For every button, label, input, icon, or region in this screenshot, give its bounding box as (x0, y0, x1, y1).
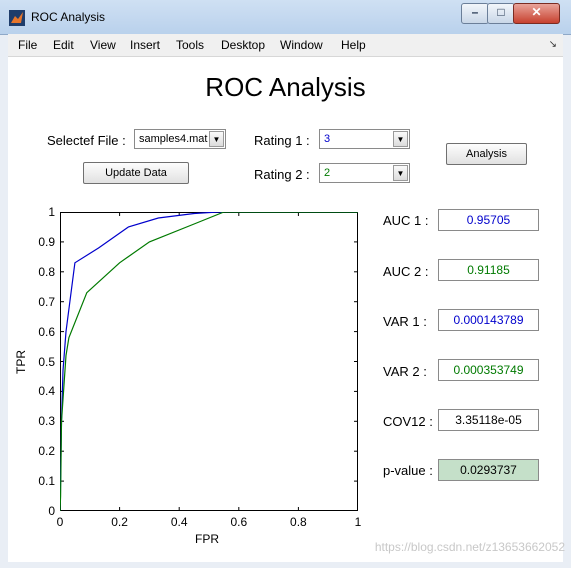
x-tick-label: 0.4 (170, 515, 188, 529)
menu-window[interactable]: Window (280, 38, 323, 52)
y-tick-label: 0.3 (38, 414, 55, 429)
auc2-value: 0.91185 (438, 259, 539, 281)
minimize-icon: – (471, 5, 479, 19)
x-tick-label: 0.6 (230, 515, 248, 529)
window-title: ROC Analysis (31, 10, 106, 24)
menu-view[interactable]: View (90, 38, 116, 52)
cov12-value: 3.35118e-05 (438, 409, 539, 431)
matlab-icon (9, 10, 25, 26)
menu-tools[interactable]: Tools (176, 38, 205, 52)
roc-chart (60, 212, 358, 511)
cov12-label: COV12 : (383, 414, 433, 429)
y-tick-label: 0.4 (38, 384, 55, 399)
x-axis-label: FPR (195, 532, 219, 546)
y-axis-label: TPR (14, 350, 28, 374)
menu-help[interactable]: Help (341, 38, 366, 52)
y-tick-label: 0 (48, 504, 55, 518)
y-tick-label: 0.5 (38, 354, 55, 369)
x-tick-label: 0 (56, 515, 64, 529)
plot-frame (60, 212, 358, 511)
page-title: ROC Analysis (205, 72, 366, 102)
title-bar[interactable]: ROC Analysis – □ ✕ (0, 0, 571, 35)
dock-arrow-icon[interactable]: ↘ (548, 39, 557, 50)
file-select[interactable]: samples4.mat ▼ (134, 129, 226, 149)
y-tick-label: 1 (48, 205, 55, 219)
minimize-button[interactable]: – (461, 3, 489, 24)
chevron-down-icon: ▼ (393, 165, 408, 181)
rating2-select[interactable]: 2 ▼ (319, 163, 410, 183)
maximize-button[interactable]: □ (487, 3, 515, 24)
menu-desktop[interactable]: Desktop (221, 38, 266, 52)
roc-curve-2 (60, 212, 358, 511)
rating1-select[interactable]: 3 ▼ (319, 129, 410, 149)
close-icon: ✕ (531, 5, 542, 19)
watermark: https://blog.csdn.net/z13653662052 (374, 540, 565, 554)
x-tick-label: 0.2 (111, 515, 128, 529)
rating1-label: Rating 1 : (254, 133, 310, 148)
chevron-down-icon: ▼ (393, 131, 408, 147)
menu-edit[interactable]: Edit (53, 38, 74, 52)
y-tick-label: 0.1 (38, 474, 55, 489)
chevron-down-icon: ▼ (209, 131, 224, 147)
auc2-label: AUC 2 : (383, 264, 429, 279)
var2-label: VAR 2 : (383, 364, 427, 379)
rating2-label: Rating 2 : (254, 167, 310, 182)
y-tick-label: 0.9 (38, 234, 55, 249)
analysis-button[interactable]: Analysis (446, 143, 527, 165)
var1-label: VAR 1 : (383, 314, 427, 329)
rating2-value: 2 (324, 167, 331, 179)
y-tick-label: 0.6 (38, 324, 55, 339)
menu-insert[interactable]: Insert (130, 38, 161, 52)
roc-curve-1 (60, 212, 358, 511)
rating1-value: 3 (324, 133, 331, 145)
auc1-value: 0.95705 (438, 209, 539, 231)
y-tick-label: 0.8 (38, 264, 55, 279)
y-tick-label: 0.7 (38, 294, 55, 309)
file-select-value: samples4.mat (139, 133, 208, 145)
update-data-button[interactable]: Update Data (83, 162, 189, 184)
var2-value: 0.000353749 (438, 359, 539, 381)
auc1-label: AUC 1 : (383, 213, 429, 228)
close-button[interactable]: ✕ (513, 3, 560, 24)
p-value-label: p-value : (383, 463, 433, 478)
x-tick-label: 1 (354, 515, 362, 529)
file-label: Selectef File : (47, 133, 126, 148)
maximize-icon: □ (497, 5, 505, 19)
menu-bar: File Edit View Insert Tools Desktop Wind… (8, 34, 563, 57)
var1-value: 0.000143789 (438, 309, 539, 331)
y-tick-label: 0.2 (38, 444, 55, 459)
p-value-value: 0.0293737 (438, 459, 539, 481)
x-tick-label: 0.8 (290, 515, 307, 529)
menu-file[interactable]: File (18, 38, 38, 52)
